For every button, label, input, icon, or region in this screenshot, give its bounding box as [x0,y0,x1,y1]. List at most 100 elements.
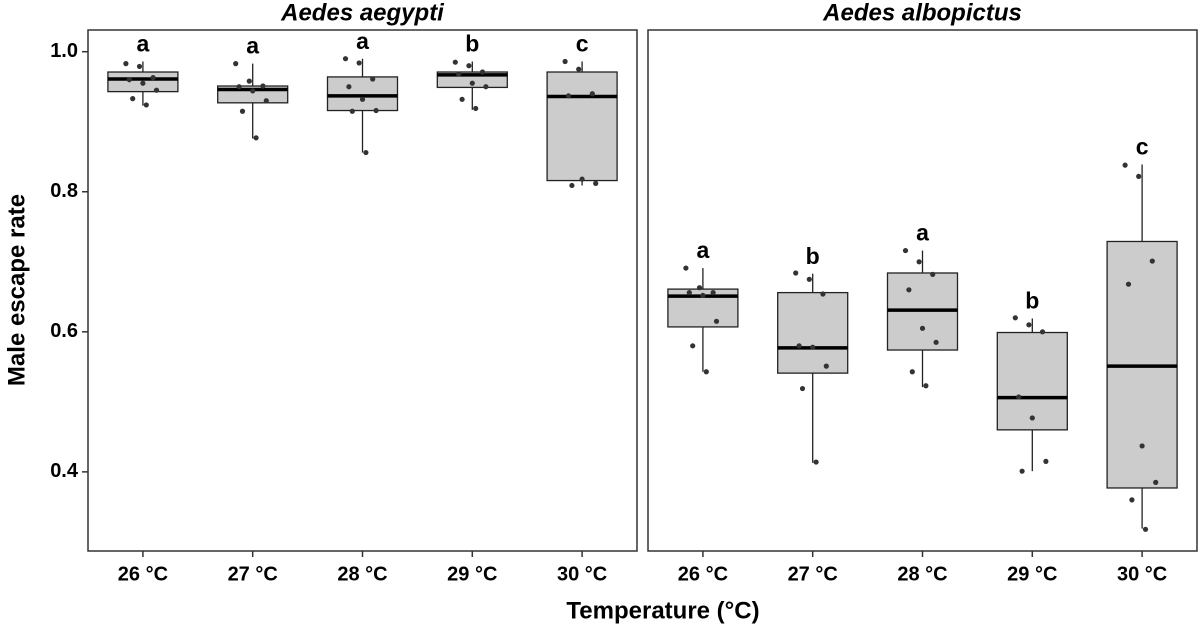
facet-title: Aedes albopictus [822,0,1022,26]
point [686,290,692,296]
significance-letter: a [246,33,259,59]
x-tick-label: 29 °C [1007,563,1057,585]
point [683,265,689,271]
point [253,135,259,141]
significance-letter: c [1136,134,1149,160]
x-tick-label: 29 °C [447,563,497,585]
significance-letter: c [576,31,589,57]
point [123,61,129,67]
point [806,276,812,282]
point [906,287,912,293]
point [233,61,239,67]
point [456,71,462,77]
point [1016,394,1022,400]
x-tick-label: 28 °C [897,563,947,585]
point [370,76,376,82]
y-tick-label: 0.8 [50,180,78,202]
point [589,91,595,97]
x-tick-label: 30 °C [1117,563,1167,585]
point [793,270,799,276]
point [1153,479,1159,485]
point [236,84,242,90]
point [1029,415,1035,421]
point [810,344,816,350]
point [260,83,266,89]
x-tick-label: 26 °C [678,563,728,585]
x-tick-label: 30 °C [557,563,607,585]
point [919,325,926,331]
y-tick-label: 1.0 [50,40,78,62]
point [136,63,143,70]
significance-letter: a [697,237,710,263]
point [710,290,716,296]
point [1026,322,1032,328]
point [690,343,696,349]
point [363,149,369,156]
point [1039,329,1046,335]
significance-letter: a [916,220,929,246]
point [342,56,349,62]
point [902,247,909,254]
point [356,60,362,66]
point [933,339,939,345]
point [373,107,379,114]
box [546,71,618,182]
significance-letter: b [806,243,820,269]
point [593,180,599,186]
point [703,369,709,375]
point [1136,173,1142,179]
point [483,84,489,90]
point [473,105,479,112]
point [126,77,132,83]
point [813,459,819,465]
point [459,96,465,102]
point [930,271,936,277]
significance-letter: a [356,28,369,54]
point [1043,458,1049,464]
facet-title: Aedes aegypti [280,0,445,26]
y-tick-label: 0.6 [50,320,78,342]
point [1149,258,1155,264]
point [923,383,929,389]
point [143,102,149,108]
point [565,93,572,99]
point [796,343,802,349]
point [1142,526,1149,532]
y-tick-label: 0.4 [50,460,79,482]
point [469,80,475,86]
point [130,96,136,102]
y-axis-label: Male escape rate [3,194,30,386]
point [916,259,922,265]
point [569,182,575,189]
box [996,331,1068,431]
significance-letter: b [465,31,479,57]
point [1129,497,1135,503]
point [150,75,156,81]
point [576,66,582,72]
point [250,88,256,94]
box [326,76,399,112]
point [799,385,806,392]
point [909,369,915,375]
point [239,108,246,114]
point [153,87,160,93]
point [140,80,146,86]
point [479,69,486,75]
x-tick-label: 27 °C [228,563,278,585]
point [359,96,366,102]
x-tick-label: 28 °C [337,563,387,585]
point [1012,315,1018,321]
point [466,63,472,69]
significance-letter: b [1025,288,1039,314]
point [579,176,585,182]
point [1139,443,1145,449]
point [346,84,352,90]
point [246,78,252,84]
point [696,285,703,291]
point [820,291,826,297]
x-tick-label: 27 °C [788,563,838,585]
point [1125,281,1132,287]
x-tick-label: 26 °C [118,563,168,585]
